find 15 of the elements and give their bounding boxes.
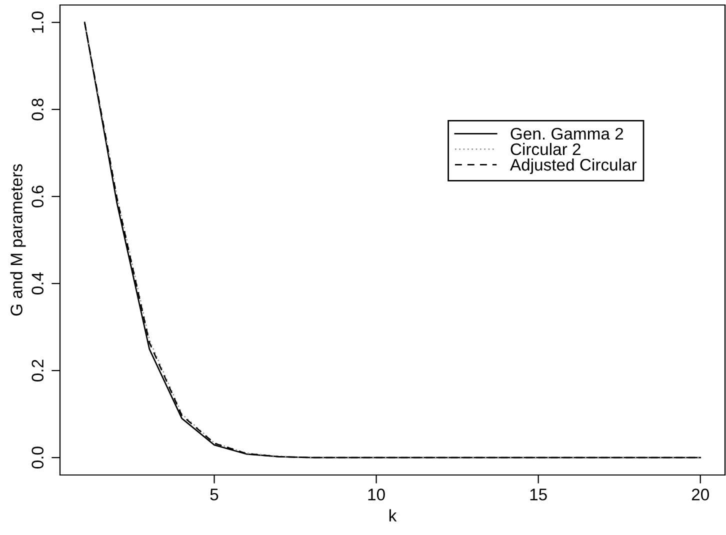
x-tick-label: 5 (210, 488, 218, 500)
y-tick-label: 0.6 (32, 186, 44, 208)
y-tick-label: 0.2 (32, 360, 44, 382)
y-tick-label: 0.8 (32, 98, 44, 120)
legend-label: Circular 2 (510, 142, 580, 156)
x-axis-title: k (389, 509, 397, 522)
y-tick-label: 0.4 (32, 272, 44, 294)
legend-label: Gen. Gamma 2 (510, 128, 624, 140)
y-axis-title: G and M parameters (10, 164, 26, 316)
x-tick-label: 20 (692, 488, 709, 500)
x-tick-label: 15 (530, 488, 547, 500)
y-tick-label: 0.0 (32, 446, 44, 469)
legend-label: Adjusted Circular (510, 158, 637, 174)
x-tick-label: 10 (368, 488, 385, 500)
y-tick-label: 1.0 (32, 11, 44, 33)
